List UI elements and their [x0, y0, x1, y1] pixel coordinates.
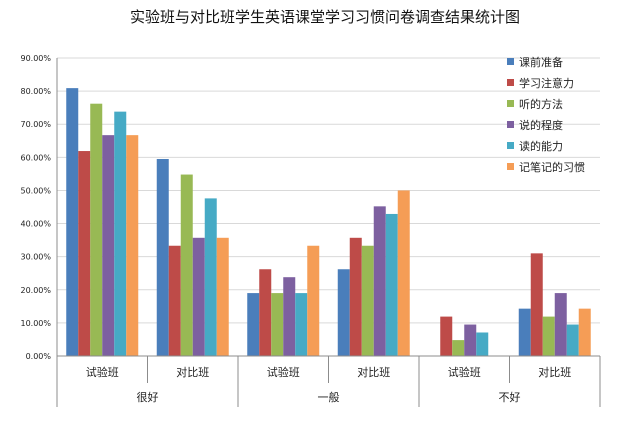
legend-swatch [507, 100, 514, 107]
y-tick-label: 10.00% [20, 319, 51, 328]
bar [204, 198, 217, 356]
legend-swatch [507, 142, 514, 149]
bar [102, 135, 115, 356]
x-category-label: 试验班 [448, 365, 481, 379]
legend-label: 学习注意力 [519, 76, 574, 90]
bar [337, 269, 350, 356]
chart-title: 实验班与对比班学生英语课堂学习习惯问卷调查结果统计图 [130, 8, 520, 26]
bar [259, 269, 272, 356]
bar [295, 293, 308, 356]
x-group-label: 一般 [318, 391, 340, 404]
legend-swatch [507, 58, 514, 65]
bar [385, 213, 398, 356]
y-tick-label: 50.00% [20, 186, 51, 195]
bar [307, 245, 320, 356]
bar [283, 277, 296, 356]
bar [554, 293, 567, 356]
bar [180, 174, 193, 356]
legend-label: 记笔记的习惯 [519, 160, 585, 174]
legend-label: 听的方法 [519, 97, 563, 111]
x-category-label: 试验班 [86, 365, 119, 379]
x-category-label: 对比班 [538, 365, 571, 379]
y-tick-label: 20.00% [20, 286, 51, 295]
x-group-label: 不好 [499, 390, 521, 404]
bar [192, 237, 205, 356]
bar [126, 135, 139, 356]
bar [566, 324, 579, 356]
y-tick-label: 90.00% [20, 54, 51, 63]
bar [464, 324, 477, 356]
x-category-label: 对比班 [176, 365, 209, 379]
legend-label: 课前准备 [519, 55, 563, 69]
y-tick-label: 30.00% [20, 253, 51, 262]
legend-swatch [507, 163, 514, 170]
bar [361, 245, 374, 356]
x-group-label: 很好 [137, 390, 159, 404]
bar [78, 151, 91, 356]
bar [349, 237, 362, 356]
axes: 0.00% 10.00% 20.00% 30.00% 40.00% 50.00% 60.00… [20, 54, 601, 407]
legend-label: 读的能力 [519, 139, 563, 153]
y-tick-label: 0.00% [26, 352, 52, 361]
bar [114, 111, 127, 356]
legend-swatch [507, 79, 514, 86]
bar [66, 88, 79, 357]
bar [397, 190, 410, 356]
bar [440, 316, 453, 356]
x-category-label: 试验班 [267, 365, 300, 379]
bar [542, 316, 555, 356]
bar [578, 308, 591, 356]
legend-swatch [507, 121, 514, 128]
legend-label: 说的程度 [519, 118, 563, 132]
bar [271, 293, 284, 356]
y-tick-label: 60.00% [20, 153, 51, 162]
bar [530, 253, 543, 356]
bar [373, 206, 386, 356]
y-tick-label: 70.00% [20, 120, 51, 129]
bar [247, 293, 260, 356]
bar [518, 308, 531, 356]
y-tick-label: 40.00% [20, 220, 51, 229]
y-tick-label: 80.00% [20, 87, 51, 96]
bar [168, 245, 181, 356]
bar [156, 158, 169, 356]
bar [476, 332, 489, 356]
bar [90, 103, 103, 357]
bar [452, 340, 465, 356]
bar [216, 237, 229, 356]
x-category-label: 对比班 [357, 365, 390, 379]
bars [66, 88, 591, 357]
